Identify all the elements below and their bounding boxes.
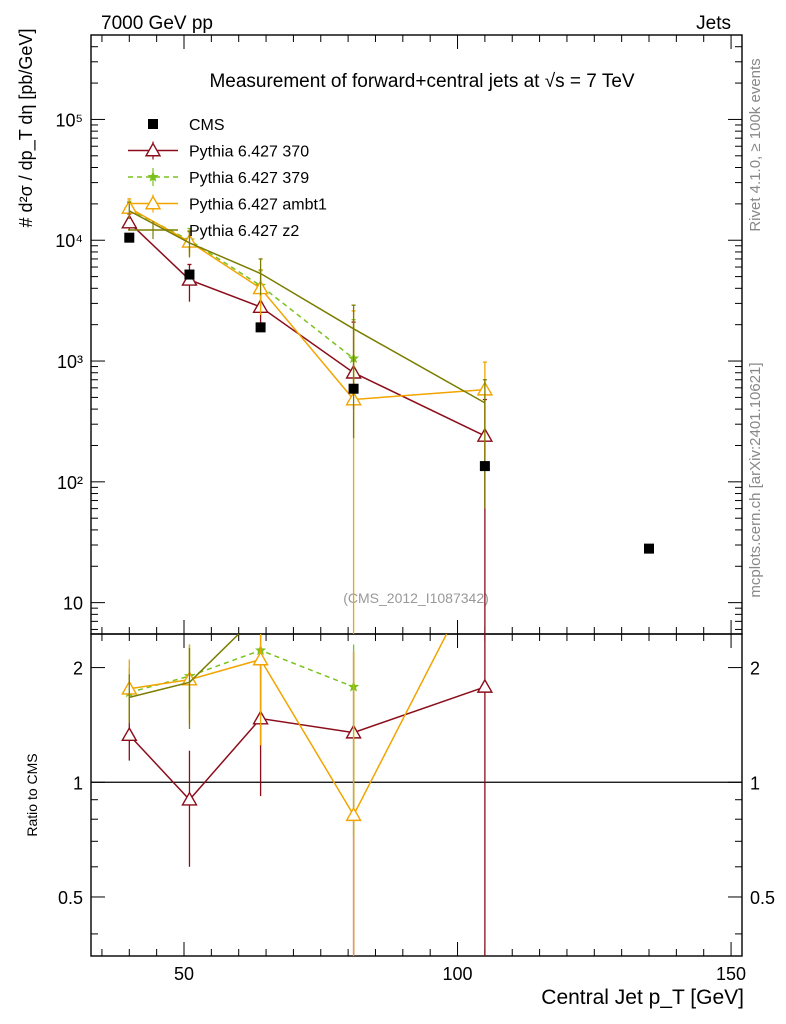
data-point (184, 269, 195, 280)
ratio-pythia-6-427-370 (121, 634, 494, 956)
data-point (255, 322, 266, 333)
data-point (121, 214, 138, 229)
legend: CMS Pythia 6.427 370 Pythia 6.427 379 Pythi… (128, 117, 327, 240)
legend-marker (147, 171, 159, 182)
y-tick-label-main: 10³ (57, 352, 83, 372)
series-pythia-6-427-z2 (127, 201, 487, 509)
header-right: Jets (696, 13, 731, 34)
y-tick-label-ratio-right: 0.5 (750, 888, 775, 908)
plot-layer: 50 100 150 10 10² 10³ 10⁴ 10⁵ 0.5 0.5 1 1 2 2 CMS Pythi… (55, 34, 775, 984)
legend-marker (148, 119, 158, 129)
ratio-line (129, 633, 448, 817)
legend-label: CMS (189, 117, 225, 134)
ratio-panel-frame (90, 633, 743, 957)
x-tick-label: 150 (716, 964, 746, 984)
side-text-rivet: Rivet 4.1.0, ≥ 100k events (747, 58, 764, 231)
y-tick-label-main: 10² (57, 473, 83, 493)
ratio-line (129, 649, 354, 694)
y-tick-label-ratio-left: 0.5 (58, 888, 83, 908)
header-left: 7000 GeV pp (101, 13, 213, 34)
y-tick-label-main: 10⁴ (55, 231, 83, 251)
ratio-y-axis-label: Ratio to CMS (24, 753, 40, 836)
data-point (479, 461, 490, 472)
analysis-id: (CMS_2012_I1087342) (343, 590, 489, 606)
y-tick-label-main: 10⁵ (56, 110, 83, 130)
y-tick-label-ratio-right: 2 (750, 659, 760, 679)
ratio-pythia-6-427-z2 (128, 633, 240, 729)
main-y-axis-label: # d²σ / dp_T dη [pb/GeV] (16, 29, 37, 228)
legend-label: Pythia 6.427 ambt1 (189, 197, 327, 214)
legend-label: Pythia 6.427 379 (189, 170, 309, 187)
series-line (128, 208, 355, 360)
ratio-point (345, 806, 362, 822)
y-tick-label-main: 10 (63, 594, 83, 614)
legend-marker (144, 195, 162, 210)
series-line (128, 207, 485, 401)
legend-marker (144, 142, 162, 157)
y-tick-label-ratio-left: 1 (73, 773, 83, 793)
y-tick-label-ratio-right: 1 (750, 773, 760, 793)
legend-label: Pythia 6.427 z2 (189, 223, 299, 240)
legend-label: Pythia 6.427 370 (189, 144, 309, 161)
x-tick-label: 50 (174, 964, 194, 984)
x-axis-label: Central Jet p_T [GeV] (541, 986, 744, 1009)
series-line (128, 222, 486, 437)
data-point (124, 232, 135, 243)
chart-title: Measurement of forward+central jets at √… (209, 71, 634, 92)
ratio-point (181, 791, 198, 806)
ratio-point (252, 651, 269, 666)
series-cms-data (124, 232, 654, 554)
y-tick-label-ratio-left: 2 (73, 659, 83, 679)
ratio-point (476, 678, 494, 693)
side-text-mcplots: mcplots.cern.ch [arXiv:2401.10621] (747, 362, 764, 597)
x-tick-label: 100 (443, 964, 473, 984)
series-pythia-6-427-370 (121, 213, 494, 634)
series-line (128, 210, 486, 404)
data-point (348, 383, 359, 394)
series-pythia-6-427-ambt1 (121, 198, 494, 634)
ratio-point (121, 726, 138, 742)
data-point (644, 543, 654, 554)
ratio-pythia-6-427-ambt1 (121, 633, 448, 956)
